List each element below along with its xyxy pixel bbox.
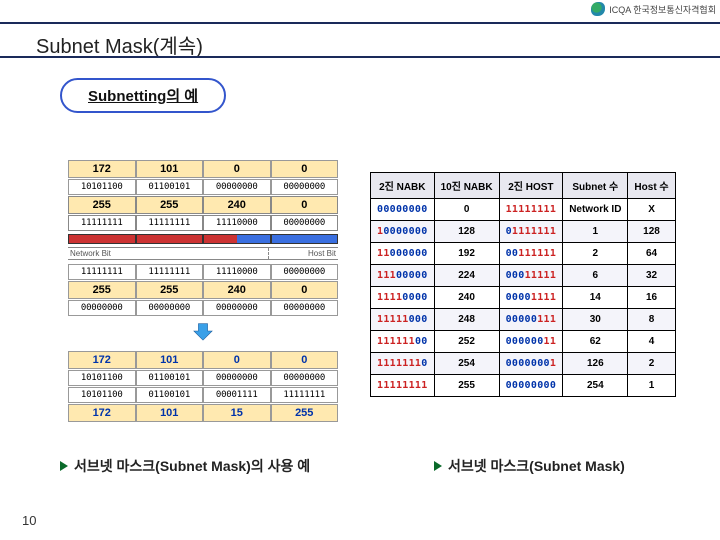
mask-dec-row: 2552552400 (68, 196, 338, 214)
label-host: Host Bit (269, 248, 338, 259)
reserved-bin-row: 00000000000000000000000000000000 (68, 300, 338, 316)
rule-under-title (0, 56, 720, 58)
section-pill: Subnetting의 예 (60, 78, 226, 113)
final-bin-b: 10101100011001010000111111111111 (68, 387, 338, 403)
mask-bin-row: 11111111111111111111000000000000 (68, 215, 338, 231)
bullet-icon (60, 461, 68, 471)
table-body: 00000000011111111Network IDX100000001280… (371, 199, 676, 397)
final-bot-dec: 17210115255 (68, 404, 338, 422)
table-row: 1111100024800000111308 (371, 309, 676, 331)
label-net: Network Bit (68, 248, 269, 259)
table-row: 11111111255000000002541 (371, 375, 676, 397)
table-row: 11110000240000011111416 (371, 287, 676, 309)
table-row: 1100000019200111111264 (371, 243, 676, 265)
table-row: 00000000011111111Network IDX (371, 199, 676, 221)
bullet-icon (434, 461, 442, 471)
org-text: ICQA 한국정보통신자격협회 (609, 3, 716, 16)
down-arrow-icon (68, 320, 338, 347)
caption-right: 서브넷 마스크(Subnet Mask) (434, 456, 625, 476)
table-row: 11111110254000000011262 (371, 353, 676, 375)
rule-top (0, 22, 720, 24)
page-number: 10 (22, 513, 36, 528)
final-top-dec: 17210100 (68, 351, 338, 369)
subnet-table: 2진 NABK10진 NABK2진 HOSTSubnet 수Host 수 000… (370, 172, 676, 397)
bit-color-boxes (68, 234, 338, 244)
table-header-row: 2진 NABK10진 NABK2진 HOSTSubnet 수Host 수 (371, 173, 676, 199)
org-logo-icon (591, 2, 605, 16)
reserved-dec-row: 2552552400 (68, 281, 338, 299)
table-row: 10000000128011111111128 (371, 221, 676, 243)
page-title: Subnet Mask(계속) (36, 30, 203, 59)
ip-diagram: 17210100 1010110001100101000000000000000… (68, 160, 338, 423)
table-row: 1111110025200000011624 (371, 331, 676, 353)
bit-labels: Network Bit Host Bit (68, 247, 338, 260)
table-row: 1110000022400011111632 (371, 265, 676, 287)
ip-bin-row: 10101100011001010000000000000000 (68, 179, 338, 195)
header-org: ICQA 한국정보통신자격협회 (591, 2, 716, 16)
caption-left: 서브넷 마스크(Subnet Mask)의 사용 예 (60, 456, 310, 476)
net-ones-row: 11111111111111111111000000000000 (68, 264, 338, 280)
final-bin-a: 10101100011001010000000000000000 (68, 370, 338, 386)
ip-dec-row: 17210100 (68, 160, 338, 178)
